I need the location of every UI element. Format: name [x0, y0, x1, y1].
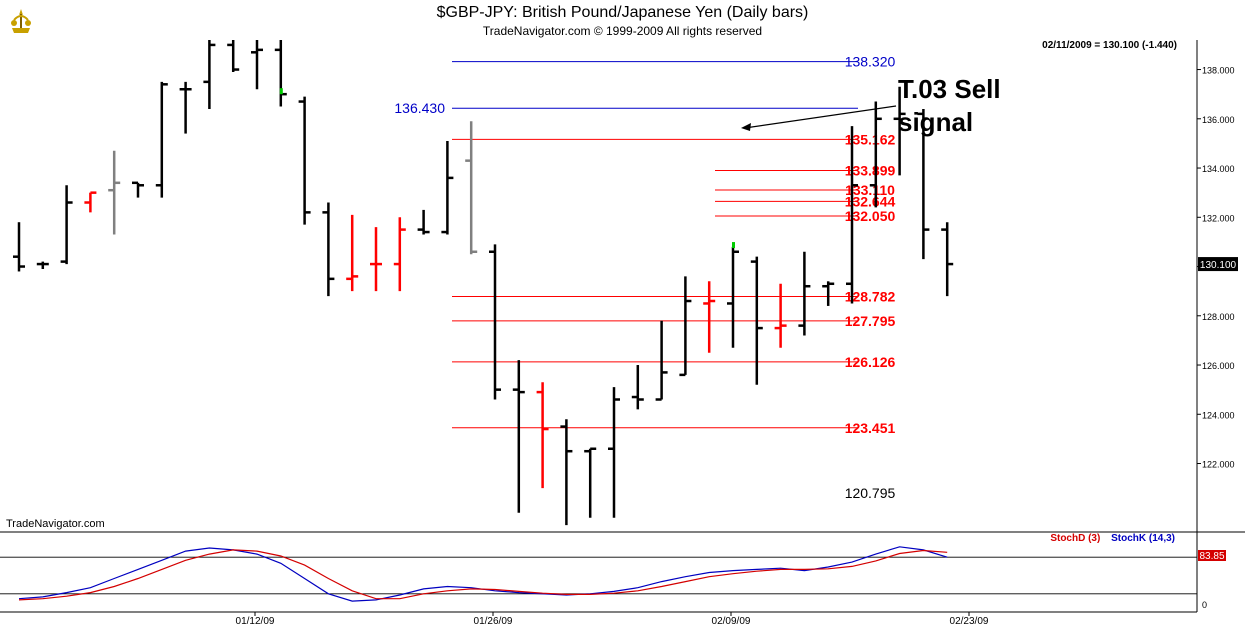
level-label: 120.795: [845, 485, 896, 501]
annotation-line2: signal: [898, 107, 973, 137]
stoch-d-legend: StochD (3): [1050, 533, 1101, 544]
chart-header: $GBP-JPY: British Pound/Japanese Yen (Da…: [0, 0, 1245, 40]
level-label: 126.126: [845, 354, 896, 370]
level-label: 127.795: [845, 313, 896, 329]
trade-navigator-logo-icon: [11, 9, 31, 33]
signal-marker: [732, 242, 735, 249]
signal-marker: [279, 88, 283, 95]
stoch-y-tick-label: 0: [1202, 600, 1207, 610]
level-label: 128.782: [845, 289, 896, 305]
y-tick-label: 138.000: [1202, 66, 1235, 76]
stochastic-legend: StochD (3) StochK (14,3): [1050, 533, 1175, 544]
x-tick-label: 02/23/09: [950, 616, 989, 627]
stoch-k-legend: StochK (14,3): [1111, 533, 1175, 544]
last-price-label: 130.100: [1200, 260, 1237, 271]
level-label: 133.899: [845, 163, 896, 179]
chart-subtitle: TradeNavigator.com © 1999-2009 All right…: [482, 24, 763, 38]
x-tick-label: 01/26/09: [474, 616, 513, 627]
stoch-d-line: [18, 549, 948, 601]
level-label: 123.451: [845, 420, 896, 436]
y-tick-label: 122.000: [1202, 460, 1235, 470]
y-tick-label: 136.000: [1202, 115, 1235, 125]
y-tick-label: 128.000: [1202, 312, 1235, 322]
watermark: TradeNavigator.com: [6, 518, 105, 530]
y-tick-label: 124.000: [1202, 410, 1235, 420]
stoch-last-box: [1198, 550, 1226, 561]
level-label: 138.320: [845, 54, 896, 70]
level-label: 136.430: [394, 100, 445, 116]
price-readout: 02/11/2009 = 130.100 (-1.440): [1042, 40, 1177, 51]
annotation-arrow: [744, 105, 897, 129]
level-label: 132.050: [845, 208, 896, 224]
last-price-box: [1198, 257, 1238, 272]
stoch-last-label: 83.85: [1199, 551, 1224, 562]
y-tick-label: 134.000: [1202, 164, 1235, 174]
annotation-arrowhead: [741, 123, 751, 131]
x-tick-label: 02/09/09: [712, 616, 751, 627]
annotation-line1: T.03 Sell: [898, 74, 1001, 104]
x-tick-label: 01/12/09: [236, 616, 275, 627]
y-tick-label: 126.000: [1202, 361, 1235, 371]
level-label: 132.644: [845, 193, 896, 209]
y-tick-label: 132.000: [1202, 213, 1235, 223]
chart-title: $GBP-JPY: British Pound/Japanese Yen (Da…: [436, 4, 809, 21]
level-label: 135.162: [845, 131, 896, 147]
